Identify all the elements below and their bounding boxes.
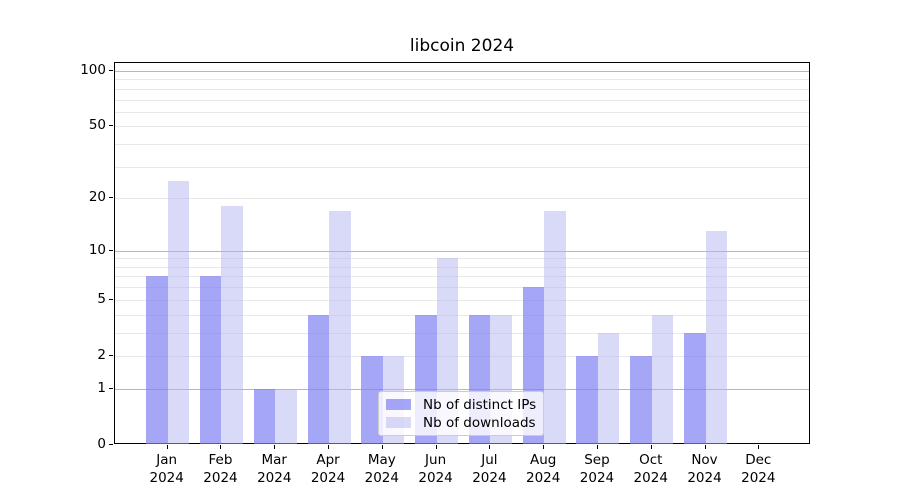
gridline-minor (115, 88, 809, 90)
y-tick-mark (109, 125, 113, 127)
x-tick-mark (381, 445, 383, 449)
gridline-minor (115, 299, 809, 301)
x-tick-mark (274, 445, 276, 449)
legend-label-downloads: Nb of downloads (423, 414, 536, 431)
x-tick-mark (220, 445, 222, 449)
y-tick-label: 2 (97, 346, 106, 363)
gridline-major (115, 71, 809, 72)
bar-nb-of-distinct-ips-jan-2024 (146, 276, 168, 444)
x-tick-label: Mar 2024 (257, 452, 292, 486)
bar-nb-of-distinct-ips-feb-2024 (199, 276, 222, 444)
x-tick-label: Dec 2024 (741, 452, 776, 486)
x-tick-label: Apr 2024 (310, 452, 346, 486)
gridline-minor (115, 99, 809, 101)
plot-area (114, 62, 810, 444)
x-tick-mark (166, 445, 168, 449)
bar-nb-of-distinct-ips-apr-2024 (307, 314, 330, 444)
chart-title: libcoin 2024 (409, 36, 515, 56)
bar-nb-of-distinct-ips-may-2024 (361, 355, 383, 444)
y-tick-label: 5 (97, 290, 106, 307)
x-tick-mark (704, 445, 706, 449)
bar-nb-of-downloads-oct-2024 (651, 314, 674, 444)
gridline-minor (115, 144, 809, 146)
y-tick-mark (109, 70, 113, 71)
gridline-minor (115, 287, 809, 289)
legend-item-distinct-ips: Nb of distinct IPs (386, 396, 537, 413)
gridline-minor (115, 314, 809, 316)
y-tick-label: 100 (80, 62, 106, 78)
bar-nb-of-distinct-ips-sep-2024 (576, 355, 598, 444)
x-tick-label: Sep 2024 (579, 452, 615, 486)
bar-nb-of-downloads-mar-2024 (275, 388, 297, 444)
x-tick-mark (489, 445, 491, 449)
gridline-minor (115, 111, 809, 113)
gridline-minor (115, 79, 809, 81)
x-tick-mark (596, 445, 598, 449)
bar-nb-of-distinct-ips-nov-2024 (684, 332, 706, 444)
legend: Nb of distinct IPs Nb of downloads (378, 391, 544, 436)
bar-nb-of-downloads-jan-2024 (167, 180, 190, 444)
x-tick-mark (435, 445, 437, 449)
y-tick-label: 10 (88, 241, 106, 258)
y-tick-mark (109, 444, 113, 445)
y-tick-mark (109, 354, 113, 356)
gridline-minor (115, 258, 809, 260)
legend-item-downloads: Nb of downloads (386, 414, 536, 431)
x-tick-label: Jun 2024 (418, 452, 453, 486)
x-tick-label: May 2024 (364, 452, 399, 486)
bar-nb-of-downloads-apr-2024 (329, 210, 351, 444)
gridline-minor (115, 198, 809, 200)
bar-nb-of-downloads-feb-2024 (221, 206, 243, 444)
y-tick-mark (109, 197, 113, 199)
gridline-minor (115, 266, 809, 268)
x-tick-mark (328, 445, 330, 449)
legend-swatch-downloads (386, 417, 411, 428)
x-tick-mark (650, 445, 652, 449)
y-tick-label: 0 (97, 436, 106, 452)
y-tick-label: 20 (88, 189, 106, 206)
x-tick-label: Feb 2024 (203, 452, 238, 486)
bar-nb-of-downloads-nov-2024 (705, 231, 728, 444)
gridline-minor (115, 355, 809, 357)
x-tick-mark (543, 445, 545, 449)
y-tick-label: 50 (88, 117, 106, 134)
x-tick-label: Aug 2024 (525, 452, 561, 486)
bar-nb-of-downloads-aug-2024 (544, 210, 566, 444)
bar-nb-of-distinct-ips-mar-2024 (253, 388, 276, 444)
gridline-minor (115, 126, 809, 128)
bar-nb-of-distinct-ips-oct-2024 (630, 355, 652, 444)
gridline-minor (115, 332, 809, 334)
x-tick-label: Jan 2024 (149, 452, 184, 486)
gridline-minor (115, 276, 809, 278)
x-tick-label: Nov 2024 (687, 452, 722, 486)
gridline-minor (115, 166, 809, 168)
y-tick-label: 1 (97, 379, 106, 396)
y-tick-mark (109, 249, 113, 251)
gridline-major (115, 250, 809, 252)
x-tick-label: Jul 2024 (472, 452, 507, 486)
legend-swatch-distinct-ips (386, 399, 411, 410)
bar-nb-of-downloads-sep-2024 (597, 332, 620, 444)
y-tick-mark (109, 298, 113, 300)
x-tick-label: Oct 2024 (633, 452, 668, 486)
x-tick-mark (758, 445, 760, 449)
gridline-major (115, 388, 809, 390)
legend-label-distinct-ips: Nb of distinct IPs (423, 396, 537, 413)
y-tick-mark (109, 387, 113, 389)
